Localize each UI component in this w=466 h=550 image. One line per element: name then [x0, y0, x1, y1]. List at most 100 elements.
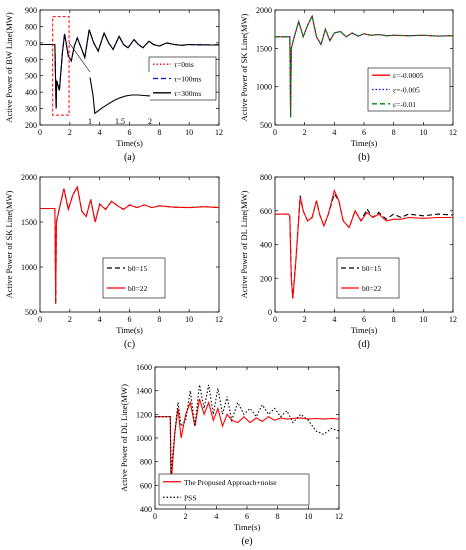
- y-tick-label: 400: [260, 241, 272, 250]
- x-tick-label: 10: [185, 128, 193, 137]
- panel-label: (b): [358, 152, 370, 163]
- series-line-2: [40, 29, 219, 109]
- y-tick-label: 600: [260, 207, 272, 216]
- inset-x-tick-label: 1.5: [115, 117, 125, 126]
- y-tick-label: 0: [268, 308, 272, 317]
- y-axis-label: Active Power of SK Line(MW): [4, 191, 14, 299]
- x-tick-label: 6: [245, 512, 249, 521]
- zoom-connector: [68, 42, 91, 73]
- series-line-1: [40, 185, 219, 304]
- legend-label: b0=15: [128, 264, 147, 273]
- x-tick-label: 8: [157, 128, 161, 137]
- y-axis-label: Active Power of DL Line(MW): [239, 190, 249, 298]
- x-tick-label: 0: [38, 128, 42, 137]
- x-tick-label: 0: [273, 315, 277, 324]
- panel-e: 0 2 4 6 8 10 12 400 600 800 1000 1200 1400 1600 Time(s…: [119, 363, 343, 547]
- y-tick-label: 1400: [136, 387, 152, 396]
- panel-a: 0 2 4 6 8 10 12 200 300 400 500 600 700 800 900 Time(s)…: [4, 6, 223, 163]
- x-tick-label: 2: [303, 128, 307, 137]
- panel-label: (e): [241, 536, 252, 547]
- panel-b: 0 2 4 6 8 10 12 500 1000 1500 2000 Time(s) Active Po…: [239, 6, 457, 163]
- x-tick-label: 12: [215, 128, 223, 137]
- x-axis-label: Time(s): [116, 325, 143, 335]
- x-tick-label: 8: [392, 128, 396, 137]
- zoom-window: [52, 16, 70, 116]
- x-tick-label: 12: [215, 315, 223, 324]
- legend-label: The Proposed Approach+noise: [184, 478, 277, 487]
- y-tick-label: 700: [25, 39, 37, 48]
- x-tick-label: 0: [273, 128, 277, 137]
- y-tick-label: 800: [260, 173, 272, 182]
- y-tick-label: 200: [260, 274, 272, 283]
- legend-label: τ=100ms: [174, 75, 201, 84]
- legend-label: ε=-0.01: [393, 100, 416, 109]
- panel-label: (a): [124, 152, 135, 163]
- y-tick-label: 800: [140, 458, 152, 467]
- x-tick-label: 4: [214, 512, 218, 521]
- x-tick-label: 8: [157, 315, 161, 324]
- legend-label: ε=-0.0005: [393, 71, 424, 80]
- x-tick-label: 6: [362, 128, 366, 137]
- x-tick-label: 6: [362, 315, 366, 324]
- series-line-2: [275, 14, 453, 118]
- panel-c: 0 2 4 6 8 10 12 500 1000 1500 2000 Time(s) Active Po…: [4, 173, 223, 350]
- x-tick-label: 4: [98, 315, 102, 324]
- panel-label: (d): [358, 339, 370, 350]
- legend-label: b0=15: [362, 264, 381, 273]
- legend-box: [102, 257, 166, 299]
- x-axis-label: Time(s): [351, 325, 378, 335]
- y-tick-label: 500: [25, 308, 37, 317]
- x-tick-label: 8: [392, 315, 396, 324]
- y-tick-label: 500: [260, 121, 272, 130]
- series-line-1: [155, 384, 339, 474]
- x-tick-label: 10: [419, 128, 427, 137]
- x-tick-label: 10: [304, 512, 312, 521]
- y-tick-label: 1500: [256, 44, 272, 53]
- panel-label: (c): [124, 339, 135, 350]
- y-axis-label: Active Power of DL Line(MW): [119, 384, 129, 492]
- series-line-1: [275, 14, 453, 118]
- inset-x-tick-label: 2: [148, 117, 152, 126]
- y-tick-label: 400: [25, 88, 37, 97]
- x-tick-label: 10: [419, 315, 427, 324]
- y-tick-label: 1000: [21, 263, 37, 272]
- legend-label: τ=300ms: [174, 89, 201, 98]
- x-tick-label: 0: [38, 315, 42, 324]
- y-tick-label: 1500: [21, 218, 37, 227]
- x-axis-label: Time(s): [351, 138, 378, 148]
- x-tick-label: 4: [332, 315, 336, 324]
- inset-series-line: [89, 77, 151, 115]
- x-tick-label: 0: [153, 512, 157, 521]
- legend-label: b0=22: [362, 284, 381, 293]
- inset-x-tick-label: 1: [88, 117, 92, 126]
- legend-label: ε=-0.005: [393, 86, 420, 95]
- x-tick-label: 12: [449, 315, 457, 324]
- y-tick-label: 500: [25, 72, 37, 81]
- y-tick-label: 300: [25, 105, 37, 114]
- x-tick-label: 12: [449, 128, 457, 137]
- y-tick-label: 200: [25, 121, 37, 130]
- x-tick-label: 2: [68, 315, 72, 324]
- x-tick-label: 6: [128, 315, 132, 324]
- x-tick-label: 4: [332, 128, 336, 137]
- x-axis-label: Time(s): [234, 522, 261, 532]
- x-tick-label: 6: [128, 128, 132, 137]
- legend-label: PSS: [184, 493, 197, 502]
- legend-box: [158, 473, 310, 506]
- y-tick-label: 600: [140, 481, 152, 490]
- y-tick-label: 600: [25, 55, 37, 64]
- y-axis-label: Active Power of BW Line(MW): [4, 12, 14, 122]
- x-tick-label: 4: [98, 128, 102, 137]
- series-line-1: [275, 188, 453, 299]
- x-tick-label: 12: [335, 512, 343, 521]
- x-axis-label: Time(s): [116, 138, 143, 148]
- y-tick-label: 800: [25, 22, 37, 31]
- y-tick-label: 1200: [136, 410, 152, 419]
- x-tick-label: 2: [303, 315, 307, 324]
- y-axis-label: Active Power of SK Line(MW): [239, 14, 249, 122]
- y-tick-label: 400: [140, 505, 152, 514]
- y-tick-label: 900: [25, 6, 37, 15]
- panel-d: 0 2 4 6 8 10 12 0 200 400 600 800 Time(s) Active Powe…: [239, 173, 457, 350]
- legend-box: [336, 257, 400, 299]
